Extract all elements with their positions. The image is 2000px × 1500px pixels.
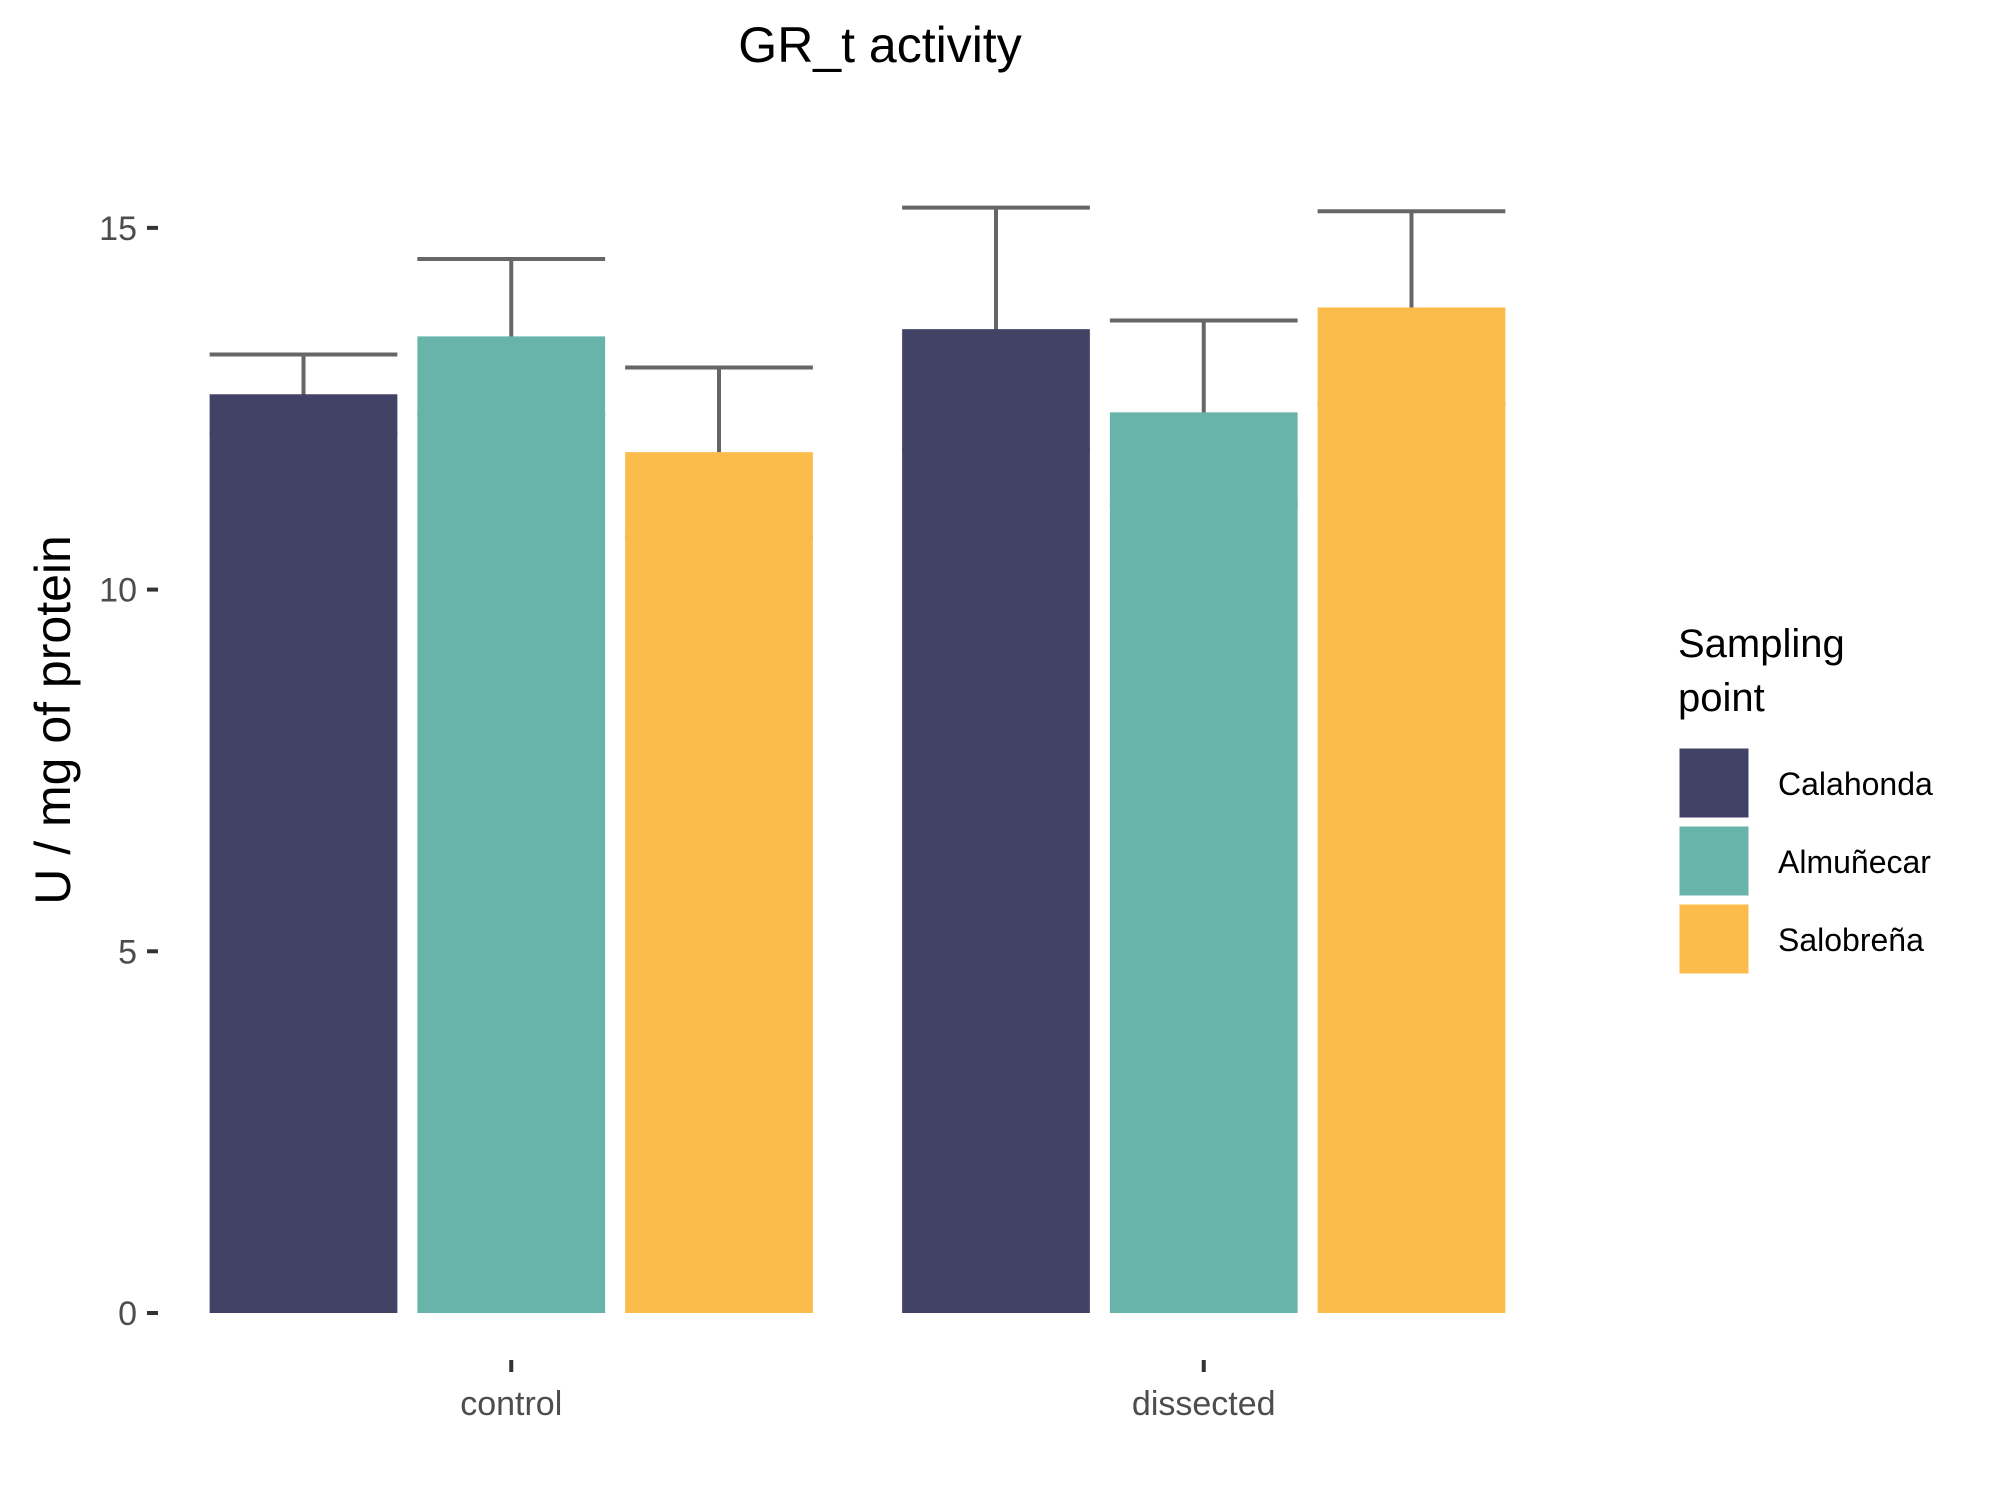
legend-swatch xyxy=(1676,823,1752,899)
chart-title: GR_t activity xyxy=(738,17,1021,73)
bar xyxy=(625,452,813,1313)
legend-swatch xyxy=(1676,745,1752,821)
y-tick-label: 10 xyxy=(99,572,137,610)
legend-title: point xyxy=(1678,676,1765,720)
y-tick-label: 0 xyxy=(118,1295,137,1333)
bar xyxy=(1109,412,1298,1313)
error-bar-group xyxy=(209,205,1506,539)
y-tick-label: 15 xyxy=(99,210,137,248)
x-tick-label: control xyxy=(460,1385,562,1423)
y-tick-label: 5 xyxy=(118,933,137,971)
legend-label: Salobreña xyxy=(1778,922,1924,958)
bar xyxy=(1317,307,1506,1314)
legend-swatch xyxy=(1676,901,1752,977)
bar xyxy=(209,394,398,1313)
legend-label: Almuñecar xyxy=(1778,844,1931,880)
bar xyxy=(902,329,1090,1314)
legend-title: Sampling xyxy=(1678,622,1845,666)
x-axis: control dissected xyxy=(460,1360,1276,1423)
x-tick-label: dissected xyxy=(1132,1385,1276,1423)
bar xyxy=(417,336,606,1313)
bar-group xyxy=(209,307,1506,1314)
legend-label: Calahonda xyxy=(1778,766,1933,802)
y-axis: 0 5 10 15 xyxy=(99,210,158,1333)
legend: Sampling point Calahonda Almuñecar Salobreña xyxy=(1676,622,1933,977)
y-axis-label: U / mg of protein xyxy=(25,535,81,905)
